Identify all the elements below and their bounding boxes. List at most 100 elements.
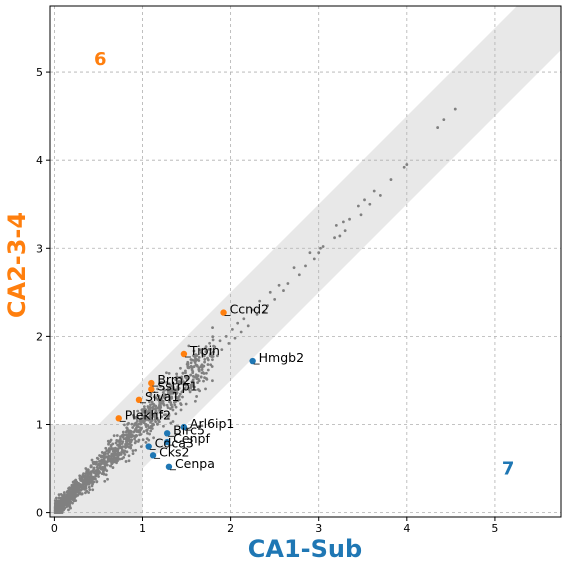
data-point bbox=[137, 438, 141, 442]
data-point bbox=[165, 380, 169, 384]
data-point bbox=[141, 438, 145, 442]
data-point bbox=[179, 402, 182, 405]
data-point bbox=[55, 511, 59, 514]
data-point bbox=[178, 380, 182, 384]
data-point bbox=[133, 441, 137, 445]
data-point bbox=[111, 460, 115, 463]
data-point bbox=[125, 436, 129, 440]
data-point bbox=[179, 366, 182, 370]
data-point bbox=[100, 451, 104, 454]
data-point bbox=[95, 465, 99, 469]
data-point bbox=[180, 375, 184, 379]
data-point bbox=[68, 504, 72, 508]
data-point bbox=[187, 388, 191, 391]
data-point bbox=[215, 354, 219, 358]
data-point bbox=[192, 354, 195, 358]
gene-label-cenpa: Cenpa bbox=[175, 456, 215, 471]
data-point bbox=[98, 471, 102, 474]
data-point bbox=[204, 371, 208, 375]
data-point bbox=[266, 304, 270, 307]
data-point bbox=[199, 348, 202, 352]
data-point bbox=[106, 477, 109, 481]
data-point bbox=[144, 423, 148, 426]
data-point bbox=[114, 441, 118, 445]
data-point bbox=[150, 424, 154, 428]
data-point bbox=[58, 501, 62, 505]
data-point bbox=[153, 418, 157, 421]
data-point bbox=[161, 399, 165, 403]
data-point bbox=[131, 426, 135, 429]
data-point bbox=[83, 482, 87, 486]
data-point bbox=[184, 371, 187, 375]
data-point bbox=[174, 412, 178, 416]
data-point bbox=[142, 414, 146, 418]
data-point bbox=[180, 377, 184, 381]
data-point bbox=[106, 456, 110, 460]
gene-point-ccnd2 bbox=[220, 309, 227, 316]
data-point bbox=[268, 290, 272, 294]
count-labels: 67 bbox=[94, 49, 514, 480]
data-point bbox=[312, 257, 316, 261]
data-point bbox=[55, 507, 59, 510]
data-point bbox=[170, 391, 174, 395]
data-point bbox=[109, 464, 113, 468]
data-point bbox=[273, 297, 277, 301]
data-point bbox=[145, 437, 149, 441]
data-point bbox=[54, 504, 58, 508]
data-point bbox=[80, 492, 84, 495]
data-point bbox=[57, 493, 61, 497]
data-point bbox=[94, 462, 98, 466]
gene-label-siva1: Siva1 bbox=[145, 389, 179, 404]
data-point bbox=[99, 455, 103, 459]
data-point bbox=[78, 474, 82, 478]
data-point bbox=[117, 457, 120, 461]
data-point bbox=[160, 411, 164, 414]
data-point bbox=[206, 368, 210, 372]
data-point bbox=[179, 408, 183, 412]
data-point bbox=[87, 491, 91, 494]
gene-point-sstrp1 bbox=[148, 386, 155, 393]
data-point bbox=[140, 412, 144, 416]
x-tick-label: 3 bbox=[315, 522, 322, 535]
data-point bbox=[205, 350, 208, 354]
gene-point-arl6ip1 bbox=[180, 423, 188, 431]
data-point bbox=[57, 499, 61, 502]
data-point bbox=[174, 400, 178, 403]
data-point bbox=[436, 126, 440, 129]
data-point bbox=[86, 468, 90, 472]
data-point bbox=[162, 395, 166, 399]
data-point bbox=[127, 421, 130, 425]
data-point bbox=[125, 439, 128, 443]
gene-point-brm2 bbox=[148, 379, 155, 387]
data-point bbox=[200, 351, 203, 354]
data-point bbox=[100, 467, 103, 471]
data-point bbox=[145, 428, 148, 432]
data-point bbox=[105, 463, 109, 467]
data-point bbox=[113, 450, 117, 454]
data-point bbox=[124, 460, 128, 463]
data-point bbox=[162, 424, 165, 428]
data-point bbox=[59, 497, 63, 501]
data-point bbox=[194, 373, 198, 377]
data-point bbox=[195, 395, 198, 398]
data-point bbox=[102, 455, 106, 458]
data-point bbox=[181, 389, 185, 393]
data-point bbox=[200, 363, 204, 367]
data-point bbox=[135, 429, 139, 433]
data-point bbox=[132, 413, 135, 417]
data-point bbox=[60, 508, 64, 511]
data-point bbox=[167, 412, 171, 416]
data-point bbox=[142, 405, 146, 409]
data-point bbox=[224, 334, 228, 338]
gene-label-birc5: Birc5 bbox=[173, 422, 205, 437]
data-point bbox=[149, 420, 152, 424]
data-point bbox=[127, 431, 131, 435]
data-point bbox=[169, 396, 173, 400]
data-point bbox=[104, 446, 108, 450]
data-point bbox=[282, 289, 285, 292]
data-point bbox=[139, 445, 143, 449]
data-point bbox=[178, 398, 181, 402]
data-point bbox=[166, 406, 170, 410]
